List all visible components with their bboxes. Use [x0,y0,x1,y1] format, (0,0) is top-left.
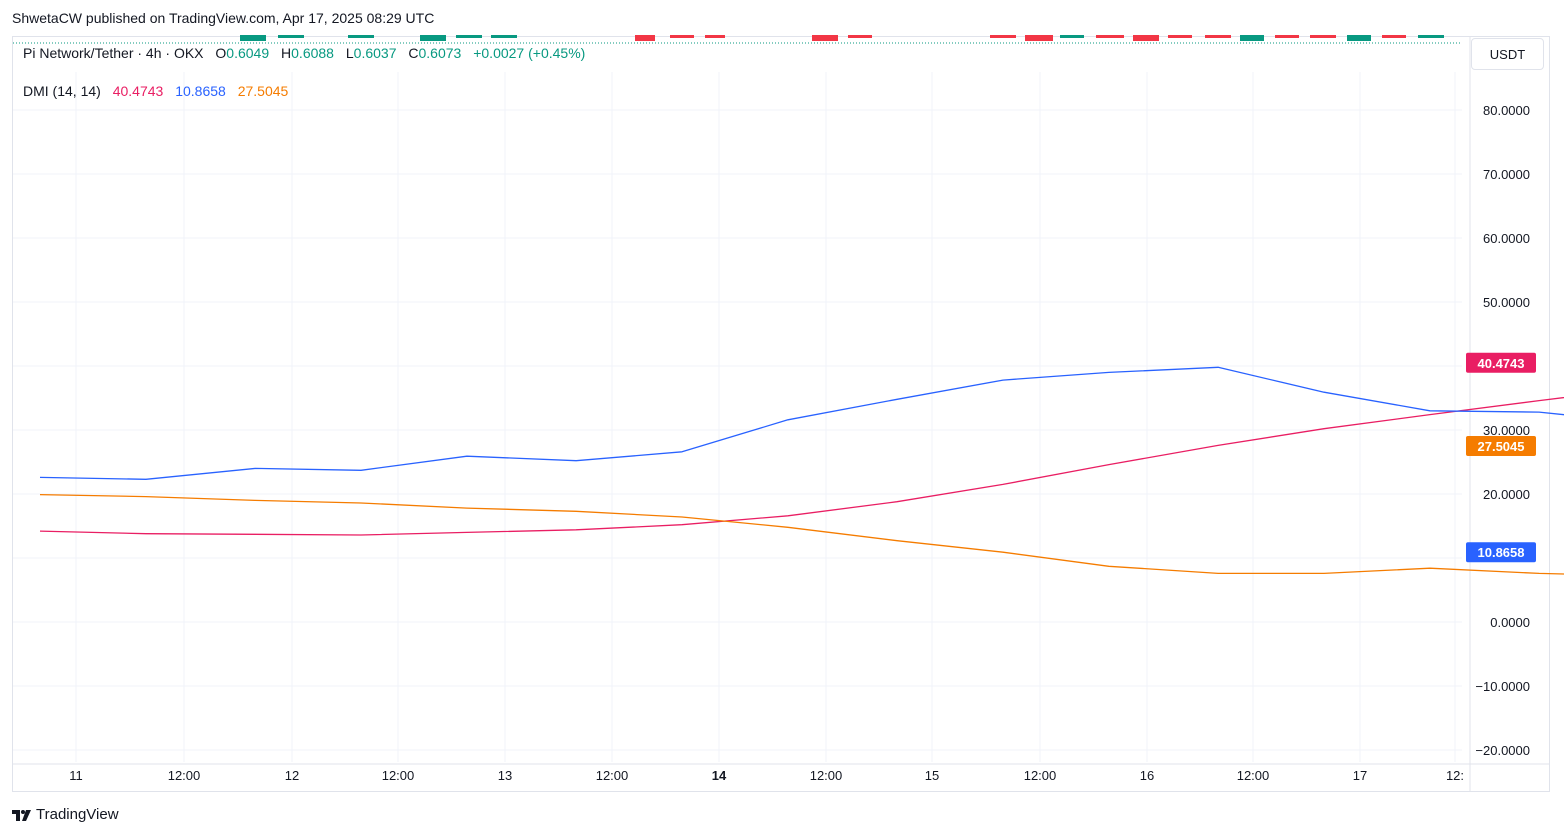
open-value: 0.6049 [226,45,270,61]
close-value: 0.6073 [418,45,462,61]
candle [1382,35,1406,38]
x-tick-label: 14 [712,768,727,783]
candle [635,35,655,41]
series-lines [39,366,1564,575]
high-value: 0.6088 [291,45,334,61]
candle [1060,35,1084,38]
minus_di-line [39,493,1564,575]
indicator-legend[interactable]: DMI (14, 14) 40.4743 10.8658 27.5045 [23,83,288,99]
adx-tag [1466,352,1536,373]
x-tick-label: 12:00 [596,768,629,783]
change-value: +0.0027 (+0.45%) [473,45,586,61]
minus_di-tag [1466,436,1536,456]
y-tick-label: 80.0000 [1483,103,1530,118]
candle [1205,35,1231,38]
candle [670,35,694,38]
y-tick-label: 20.0000 [1483,487,1530,502]
plus_di-tag-label: 10.8658 [1478,545,1525,560]
close-label: C [408,45,419,61]
low-label: L [345,45,354,61]
plus_di-tag [1466,542,1536,563]
symbol-name: Pi Network/Tether · 4h · OKX [23,45,204,61]
candle [1096,35,1124,38]
low-value: 0.6037 [353,45,397,61]
candle [456,35,482,38]
candle [990,35,1016,38]
candle [1240,35,1264,41]
x-tick-label: 12:00 [1024,768,1057,783]
symbol-legend[interactable]: Pi Network/Tether · 4h · OKX O0.6049 H0.… [23,45,585,61]
candle [348,35,374,38]
x-tick-label: 12:00 [168,768,201,783]
candle [1275,35,1299,38]
x-tick-label: 12:00 [382,768,415,783]
high-label: H [281,45,292,61]
plus_di-line [39,366,1564,480]
candle [1168,35,1192,38]
minus_di-tag-label: 27.5045 [1478,439,1525,454]
y-tick-label: 70.0000 [1483,167,1530,182]
last-value-tags: 40.4743 10.8658 27.5045 [1466,352,1536,563]
candle [1310,35,1336,38]
grid [13,37,1549,791]
y-tick-label: 30.0000 [1483,423,1530,438]
tradingview-logo-icon [12,809,31,821]
adx-value: 40.4743 [112,83,164,99]
x-tick-label: 15 [925,768,939,783]
y-tick-label: 50.0000 [1483,295,1530,310]
y-tick-label: 0.0000 [1490,615,1530,630]
candle [278,35,304,38]
currency-button[interactable]: USDT [1471,38,1544,70]
candle [705,35,725,38]
x-tick-label: 12 [285,768,299,783]
candle [812,35,838,41]
candle [420,35,446,41]
candle [1025,35,1053,41]
candle-strip [13,35,1462,44]
candle [1418,35,1444,38]
candle [240,35,266,41]
x-tick-label: 12: [1446,768,1464,783]
adx-tag-label: 40.4743 [1478,356,1525,371]
adx-line [39,396,1564,536]
chart-frame [12,36,1550,792]
tradingview-logo[interactable]: TradingView [12,806,119,823]
candle [1133,35,1159,41]
x-axis: 11 12:00 12 12:00 13 12:00 14 12:00 15 12:00 16 12:… [69,768,1464,783]
y-axis: 80.0000 70.0000 60.0000 50.0000 30.0000 20.00… [1475,103,1530,758]
x-tick-label: 17 [1353,768,1367,783]
x-tick-label: 13 [498,768,512,783]
candle [1347,35,1371,41]
y-tick-label: 60.0000 [1483,231,1530,246]
open-label: O [215,45,227,61]
y-tick-label: −10.0000 [1475,679,1530,694]
plus-di-value: 10.8658 [175,83,226,99]
x-tick-label: 11 [69,768,83,783]
x-tick-label: 16 [1140,768,1154,783]
published-info: ShwetaCW published on TradingView.com, A… [12,10,435,26]
x-tick-label: 12:00 [810,768,843,783]
x-tick-label: 12:00 [1237,768,1270,783]
minus-di-value: 27.5045 [237,83,289,99]
candle [848,35,872,38]
candle [491,35,517,38]
indicator-name: DMI (14, 14) [23,83,101,99]
y-tick-label: −20.0000 [1475,743,1530,758]
footer-brand: TradingView [36,806,119,823]
